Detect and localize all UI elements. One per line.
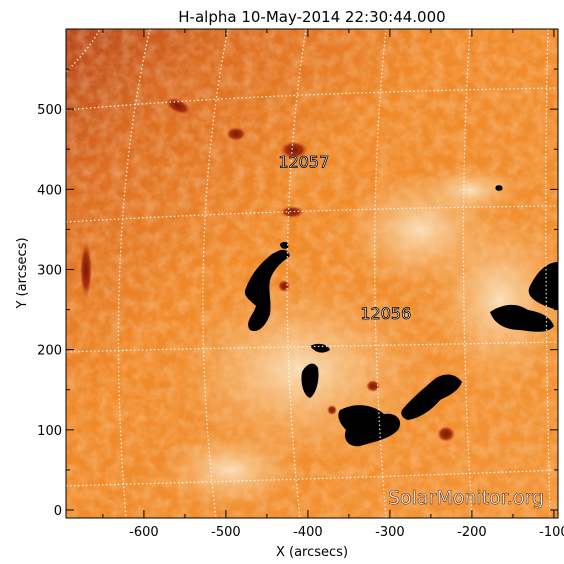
filament xyxy=(280,141,308,159)
image-title: H-alpha 10-May-2014 22:30:44.000 xyxy=(178,8,445,26)
y-tick-label: 100 xyxy=(37,424,62,439)
x-tick-label: -600 xyxy=(129,525,159,540)
x-tick-label: -300 xyxy=(375,525,405,540)
filament xyxy=(280,206,304,218)
y-tick-label: 200 xyxy=(37,344,62,359)
y-tick-label: 0 xyxy=(54,504,62,519)
saturated-plage xyxy=(244,249,290,332)
region-labels: 12057 12056 xyxy=(278,152,412,323)
plage-region xyxy=(420,165,520,215)
filament xyxy=(80,242,92,298)
filament xyxy=(226,127,246,141)
sunspot xyxy=(327,405,337,415)
watermark-text: SolarMonitor.org xyxy=(388,487,544,509)
saturated-plage xyxy=(495,185,503,191)
saturated-plage xyxy=(338,405,401,447)
saturated-plage xyxy=(301,363,319,398)
x-axis-label: X (arcsecs) xyxy=(276,545,348,560)
x-tick-label: -100 xyxy=(539,525,564,540)
saturated-plage xyxy=(490,304,554,332)
sunspot xyxy=(366,380,380,392)
x-tick-label: -400 xyxy=(293,525,323,540)
y-axis-label: Y (arcsecs) xyxy=(15,237,30,309)
y-tick-label: 300 xyxy=(37,263,62,278)
saturated-plage xyxy=(280,241,289,249)
y-tick-label: 500 xyxy=(37,103,62,118)
filament xyxy=(164,97,192,115)
sunspot xyxy=(278,280,290,292)
plot-frame xyxy=(65,28,559,519)
active-region-label: 12057 xyxy=(278,153,329,172)
solar-disk-image xyxy=(66,29,558,518)
axis-ticks: -600 -500 -400 -300 -200 -100 0 100 200 300 400 500 xyxy=(37,29,564,540)
y-tick-label: 400 xyxy=(37,183,62,198)
active-region-label: 12056 xyxy=(360,304,411,323)
x-tick-label: -500 xyxy=(211,525,241,540)
x-tick-label: -200 xyxy=(457,525,487,540)
heliographic-grid xyxy=(66,29,558,518)
sunspot xyxy=(437,426,455,442)
plage-region xyxy=(160,430,300,510)
saturated-plage xyxy=(528,262,558,310)
saturated-plage xyxy=(401,374,462,420)
plage-region xyxy=(430,210,558,390)
